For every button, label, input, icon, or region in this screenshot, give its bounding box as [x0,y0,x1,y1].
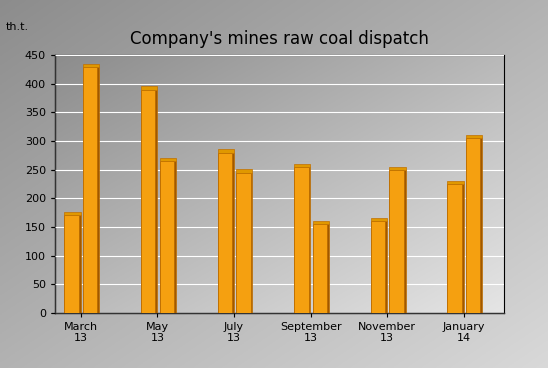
Bar [232,152,234,313]
Bar [98,67,99,313]
Bar [294,164,310,167]
Bar [236,173,250,313]
Bar [462,184,464,313]
Bar [313,221,329,224]
Title: Company's mines raw coal dispatch: Company's mines raw coal dispatch [130,30,429,48]
Text: th.t.: th.t. [5,22,28,32]
Bar [159,158,176,161]
Bar [236,169,253,173]
Bar [79,216,81,313]
Bar [309,167,310,313]
Bar [218,149,234,152]
Bar [64,212,81,216]
Bar [371,221,385,313]
Bar [466,138,481,313]
Bar [390,170,404,313]
Bar [447,181,464,184]
Bar [390,167,406,170]
Bar [313,224,327,313]
Bar [218,152,232,313]
Bar [327,224,329,313]
Bar [466,135,482,138]
Bar [385,221,387,313]
Bar [156,89,157,313]
Bar [294,167,309,313]
Bar [174,161,176,313]
Bar [83,67,98,313]
Bar [447,184,462,313]
Bar [159,161,174,313]
Bar [64,216,79,313]
Bar [481,138,482,313]
Bar [250,173,253,313]
Bar [371,218,387,221]
Bar [141,86,157,89]
Bar [404,170,406,313]
Bar [83,64,99,67]
Bar [141,89,156,313]
